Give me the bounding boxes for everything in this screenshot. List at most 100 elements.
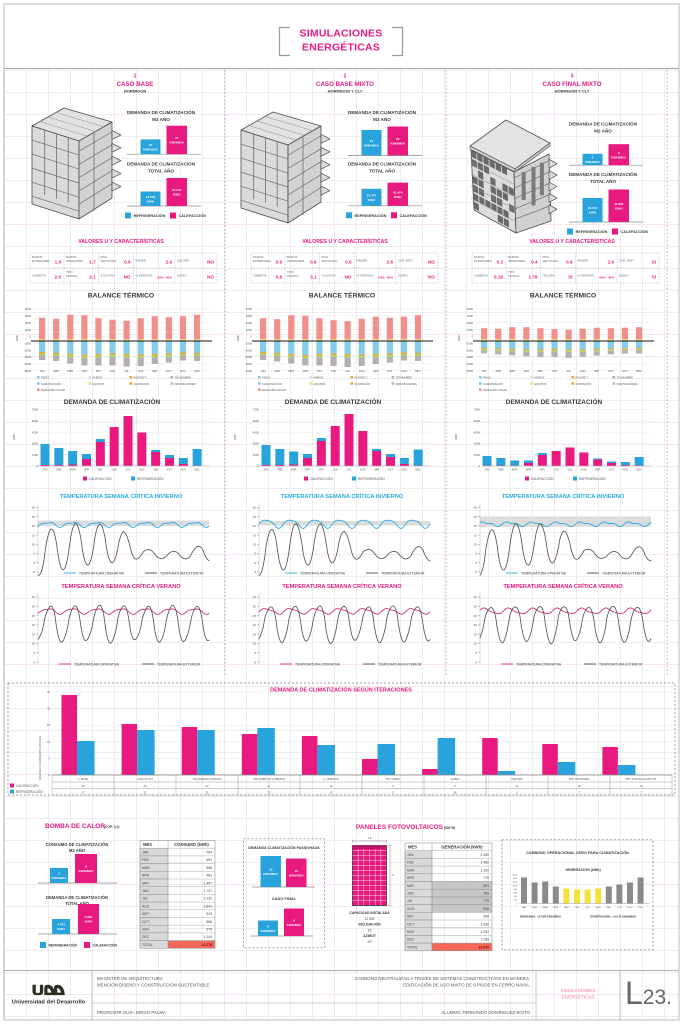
svg-text:AZIMUT: AZIMUT [363,934,377,938]
svg-text:VENTILADO: VENTILADO [101,259,118,263]
svg-text:60% - 80%: 60% - 80% [378,276,393,280]
svg-text:GENERACIÓN: 14.9 B KWH/M2A: GENERACIÓN: 14.9 B KWH/M2A [590,914,637,919]
svg-text:PANELES FOTOVOLTAICOS: PANELES FOTOVOLTAICOS [356,824,444,831]
svg-text:REFRIGERACIÓN: REFRIGERACIÓN [137,476,164,481]
svg-text:MAY: MAY [317,369,323,373]
svg-text:CUB. VENT: CUB. VENT [619,259,634,263]
svg-text:TEMPERATURA SEMANA CRÍTICA INV: TEMPERATURA SEMANA CRÍTICA INVIERNO [281,492,404,500]
svg-text:JUN: JUN [110,369,115,373]
svg-text:DEMANDA DE CLIMATIZACIÓN: DEMANDA DE CLIMATIZACIÓN [127,108,196,115]
svg-text:3000: 3000 [25,314,32,318]
svg-text:KWH/M2A: KWH/M2A [143,147,159,151]
svg-text:1.78: 1.78 [529,275,538,280]
svg-text:1500: 1500 [32,453,39,457]
svg-text:NOV: NOV [181,468,187,472]
svg-text:RADIER: RADIER [578,259,589,263]
svg-text:JAN: JAN [40,369,45,373]
svg-text:16: 16 [149,143,153,147]
svg-text:0: 0 [475,660,477,664]
svg-text:DEMANDA DE CLIMATIZACIÓN: DEMANDA DE CLIMATIZACIÓN [46,895,108,900]
svg-text:25: 25 [81,784,85,788]
svg-text:INFILTRACIONES: INFILTRACIONES [175,382,197,386]
svg-text:30: 30 [32,605,36,609]
svg-text:25: 25 [253,614,257,618]
svg-text:3.1: 3.1 [310,275,317,280]
svg-text:10: 10 [47,740,50,744]
svg-text:JAN: JAN [43,468,48,472]
svg-text:FEB: FEB [275,369,280,373]
svg-text:20: 20 [474,623,478,627]
svg-text:MUROS: MUROS [508,255,519,259]
svg-text:REFRIGERACIÓN: REFRIGERACIÓN [579,476,606,481]
svg-text:4.734: 4.734 [57,923,65,927]
svg-text:AUG: AUG [596,906,601,909]
svg-text:MUROS: MUROS [287,255,298,259]
svg-text:MAY: MAY [142,881,150,885]
svg-text:7: 7 [578,791,580,795]
svg-text:MAGÍSTER DE ARQUITECTURA: MAGÍSTER DE ARQUITECTURA [97,976,163,981]
svg-text:7500: 7500 [32,408,39,412]
svg-text:481: 481 [206,874,212,878]
svg-text:SEP: SEP [595,468,600,472]
svg-text:PISO: PISO [322,255,330,259]
svg-text:0.8: 0.8 [276,275,283,280]
svg-text:42.302: 42.302 [614,202,624,206]
svg-text:MAR: MAR [70,468,76,472]
svg-text:-1000: -1000 [245,341,253,345]
svg-text:15: 15 [32,632,36,636]
svg-text:JUN: JUN [407,892,414,896]
svg-text:JUL: JUL [568,468,573,472]
svg-text:23: 23 [267,791,271,795]
svg-text:KWH: KWH [173,193,181,197]
svg-text:1.086: 1.086 [481,922,490,926]
svg-text:APR: APR [407,876,415,880]
svg-text:35: 35 [32,595,36,599]
svg-text:JUN: JUN [552,369,557,373]
svg-text:0: 0 [33,660,35,664]
svg-text:TEMPERATURA SEMANA CRÍTICA VER: TEMPERATURA SEMANA CRÍTICA VERANO [503,582,623,590]
svg-text:KWH/M2A: KWH/M2A [261,929,277,933]
svg-text:OCT: OCT [387,369,393,373]
svg-text:MUROS: MUROS [474,255,485,259]
svg-text:10: 10 [474,642,478,646]
svg-text:2.6: 2.6 [387,260,394,265]
svg-text:2: 2 [58,872,60,876]
svg-text:SEP: SEP [373,369,378,373]
svg-text:25.741: 25.741 [588,206,598,210]
svg-text:RADIACIÓN SOLAR: RADIACIÓN SOLAR [262,387,286,392]
svg-text:20: 20 [32,623,36,627]
svg-text:7: 7 [640,791,642,795]
svg-text:ALUMNO: FERNANDO DOMÍNGUEZ BOI: ALUMNO: FERNANDO DOMÍNGUEZ BOITO [441,1010,530,1015]
svg-text:DEC: DEC [142,935,150,939]
svg-text:25: 25 [47,690,50,694]
svg-text:TIPO: TIPO [66,270,73,274]
svg-text:DEMANDA DE CLIMATIZACIÓN SEGÚN: DEMANDA DE CLIMATIZACIÓN SEGÚN ITERACION… [270,686,412,694]
svg-text:943: 943 [206,912,212,916]
svg-text:1000: 1000 [246,328,253,332]
svg-text:30: 30 [474,605,478,609]
svg-text:10: 10 [32,642,36,646]
svg-text:JUL: JUL [124,369,129,373]
svg-text:TOTAL: TOTAL [407,945,418,949]
svg-text:MUROS: MUROS [93,376,103,380]
svg-text:REFRIGERACIÓN: REFRIGERACIÓN [576,229,608,234]
svg-text:FEB: FEB [142,858,149,862]
svg-text:-2000: -2000 [24,348,32,352]
svg-text:CARBONO OPERACIONAL CERO PARA: CARBONO OPERACIONAL CERO PARA CLIMATIZAC… [526,850,629,855]
svg-text:MES: MES [143,842,152,847]
svg-text:PISO: PISO [101,255,109,259]
svg-text:3000: 3000 [246,314,253,318]
svg-text:SEP: SEP [152,369,157,373]
svg-text:20: 20 [253,524,257,528]
svg-text:30: 30 [253,605,257,609]
svg-text:AUG: AUG [580,369,586,373]
svg-text:EQUIPOS: EQUIPOS [535,382,547,386]
svg-text:OCUPACIÓN: OCUPACIÓN [576,381,592,386]
svg-text:1.737: 1.737 [204,889,213,893]
svg-text:23: 23 [368,928,372,932]
svg-text:0.9: 0.9 [310,260,317,265]
svg-text:BALANCE TÉRMICO: BALANCE TÉRMICO [530,291,596,300]
svg-text:APR: APR [524,369,529,373]
svg-text:23: 23 [143,784,147,788]
svg-text:0.4: 0.4 [531,260,538,265]
